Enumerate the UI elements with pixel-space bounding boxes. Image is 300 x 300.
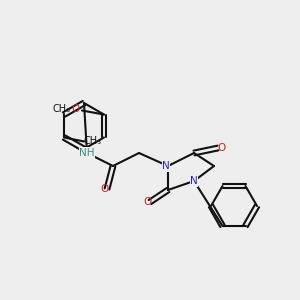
Text: O: O bbox=[72, 104, 80, 115]
Text: N: N bbox=[190, 176, 198, 186]
Text: CH₃: CH₃ bbox=[83, 136, 101, 146]
Text: O: O bbox=[144, 197, 152, 207]
Text: O: O bbox=[101, 184, 109, 194]
Text: CH₃: CH₃ bbox=[53, 104, 71, 115]
Text: NH: NH bbox=[79, 148, 95, 158]
Text: N: N bbox=[162, 161, 170, 171]
Text: O: O bbox=[218, 143, 226, 153]
